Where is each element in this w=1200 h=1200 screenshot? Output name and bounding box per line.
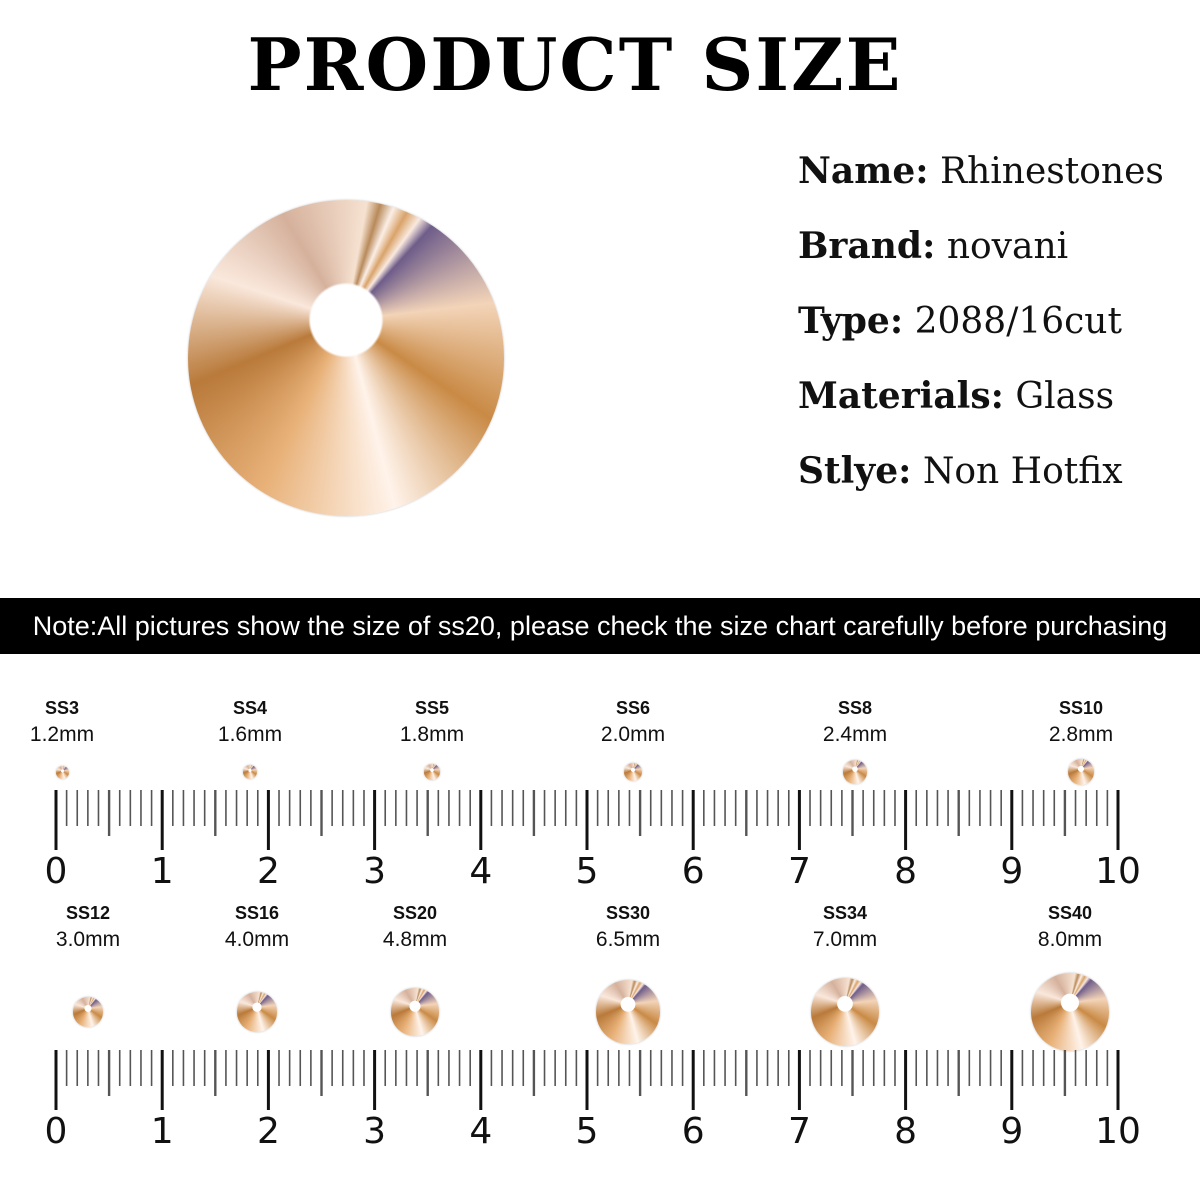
mm-size: 4.8mm [382, 928, 448, 951]
rhinestone-image [188, 200, 504, 516]
ss-code: SS20 [392, 903, 438, 923]
ruler-label: 10 [1095, 1111, 1141, 1150]
mm-size: 2.8mm [1048, 723, 1114, 746]
rhinestone-sample [73, 997, 103, 1027]
specs-list: Name: Rhinestones Brand: novani Type: 20… [798, 150, 1164, 525]
size-label: SS20 4.8mm [355, 903, 475, 952]
size-label: SS8 2.4mm [795, 698, 915, 747]
ruler-label: 3 [363, 1111, 386, 1150]
spec-name: Name: Rhinestones [798, 150, 1164, 192]
mm-size: 1.8mm [399, 723, 465, 746]
size-label: SS10 2.8mm [1021, 698, 1141, 747]
ruler-label: 2 [257, 851, 280, 890]
mm-size: 2.4mm [822, 723, 888, 746]
mm-size: 1.2mm [29, 723, 95, 746]
ss-code: SS16 [234, 903, 280, 923]
ss-code: SS12 [65, 903, 111, 923]
mm-size: 8.0mm [1037, 928, 1103, 951]
mm-size: 1.6mm [217, 723, 283, 746]
ruler-label: 1 [151, 1111, 174, 1150]
ss-code: SS5 [414, 698, 450, 718]
size-label: SS34 7.0mm [785, 903, 905, 952]
ss-code: SS30 [605, 903, 651, 923]
rhinestone-sample [424, 764, 440, 780]
spec-style: Stlye: Non Hotfix [798, 450, 1123, 492]
ss-code: SS6 [615, 698, 651, 718]
ss-code: SS40 [1047, 903, 1093, 923]
size-label: SS3 1.2mm [2, 698, 122, 747]
note-banner: Note:All pictures show the size of ss20,… [0, 598, 1200, 654]
ruler-label: 0 [45, 1111, 68, 1150]
ss-code: SS8 [837, 698, 873, 718]
spec-materials: Materials: Glass [798, 375, 1115, 417]
rhinestone-sample [1068, 759, 1094, 785]
size-label: SS6 2.0mm [573, 698, 693, 747]
size-label: SS4 1.6mm [190, 698, 310, 747]
rhinestone-sample [391, 988, 439, 1036]
ruler-label: 8 [894, 1111, 917, 1150]
size-label: SS12 3.0mm [28, 903, 148, 952]
ruler-label: 0 [45, 851, 68, 890]
rhinestone-sample [242, 764, 258, 780]
mm-size: 7.0mm [812, 928, 878, 951]
spec-type: Type: 2088/16cut [798, 300, 1122, 342]
ruler-label: 7 [788, 851, 811, 890]
mm-size: 3.0mm [55, 928, 121, 951]
mm-size: 2.0mm [600, 723, 666, 746]
size-label: SS16 4.0mm [197, 903, 317, 952]
ss-code: SS3 [44, 698, 80, 718]
mm-size: 6.5mm [595, 928, 661, 951]
ruler-label: 9 [1000, 1111, 1023, 1150]
ss-code: SS4 [232, 698, 268, 718]
ruler-label: 10 [1095, 851, 1141, 890]
rhinestone-sample [237, 992, 277, 1032]
size-label: SS5 1.8mm [372, 698, 492, 747]
ruler-label: 1 [151, 851, 174, 890]
mm-size: 4.0mm [224, 928, 290, 951]
ruler-label: 6 [682, 851, 705, 890]
ruler-label: 3 [363, 851, 386, 890]
size-label: SS30 6.5mm [568, 903, 688, 952]
rhinestone-sample [55, 765, 69, 779]
ruler-label: 2 [257, 1111, 280, 1150]
size-label: SS40 8.0mm [1010, 903, 1130, 952]
ruler-label: 5 [576, 851, 599, 890]
ruler-label: 4 [469, 851, 492, 890]
rhinestone-sample [623, 762, 643, 782]
ss-code: SS10 [1058, 698, 1104, 718]
ruler-label: 4 [469, 1111, 492, 1150]
rhinestone-sample [810, 977, 880, 1047]
ss-code: SS34 [822, 903, 868, 923]
ruler-label: 8 [894, 851, 917, 890]
ruler: 0 1 2 3 4 5 6 7 8 9 10 [45, 1050, 1141, 1150]
spec-brand: Brand: novani [798, 225, 1069, 267]
rhinestone-sample [843, 760, 867, 784]
rhinestone-sample [1030, 972, 1110, 1052]
rhinestone-sample [596, 980, 660, 1044]
ruler-label: 7 [788, 1111, 811, 1150]
ruler: 0 1 2 3 4 5 6 7 8 9 10 [45, 790, 1141, 890]
ruler-label: 9 [1000, 851, 1023, 890]
page-title: PRODUCT SIZE [247, 22, 903, 107]
ruler-label: 6 [682, 1111, 705, 1150]
ruler-label: 5 [576, 1111, 599, 1150]
